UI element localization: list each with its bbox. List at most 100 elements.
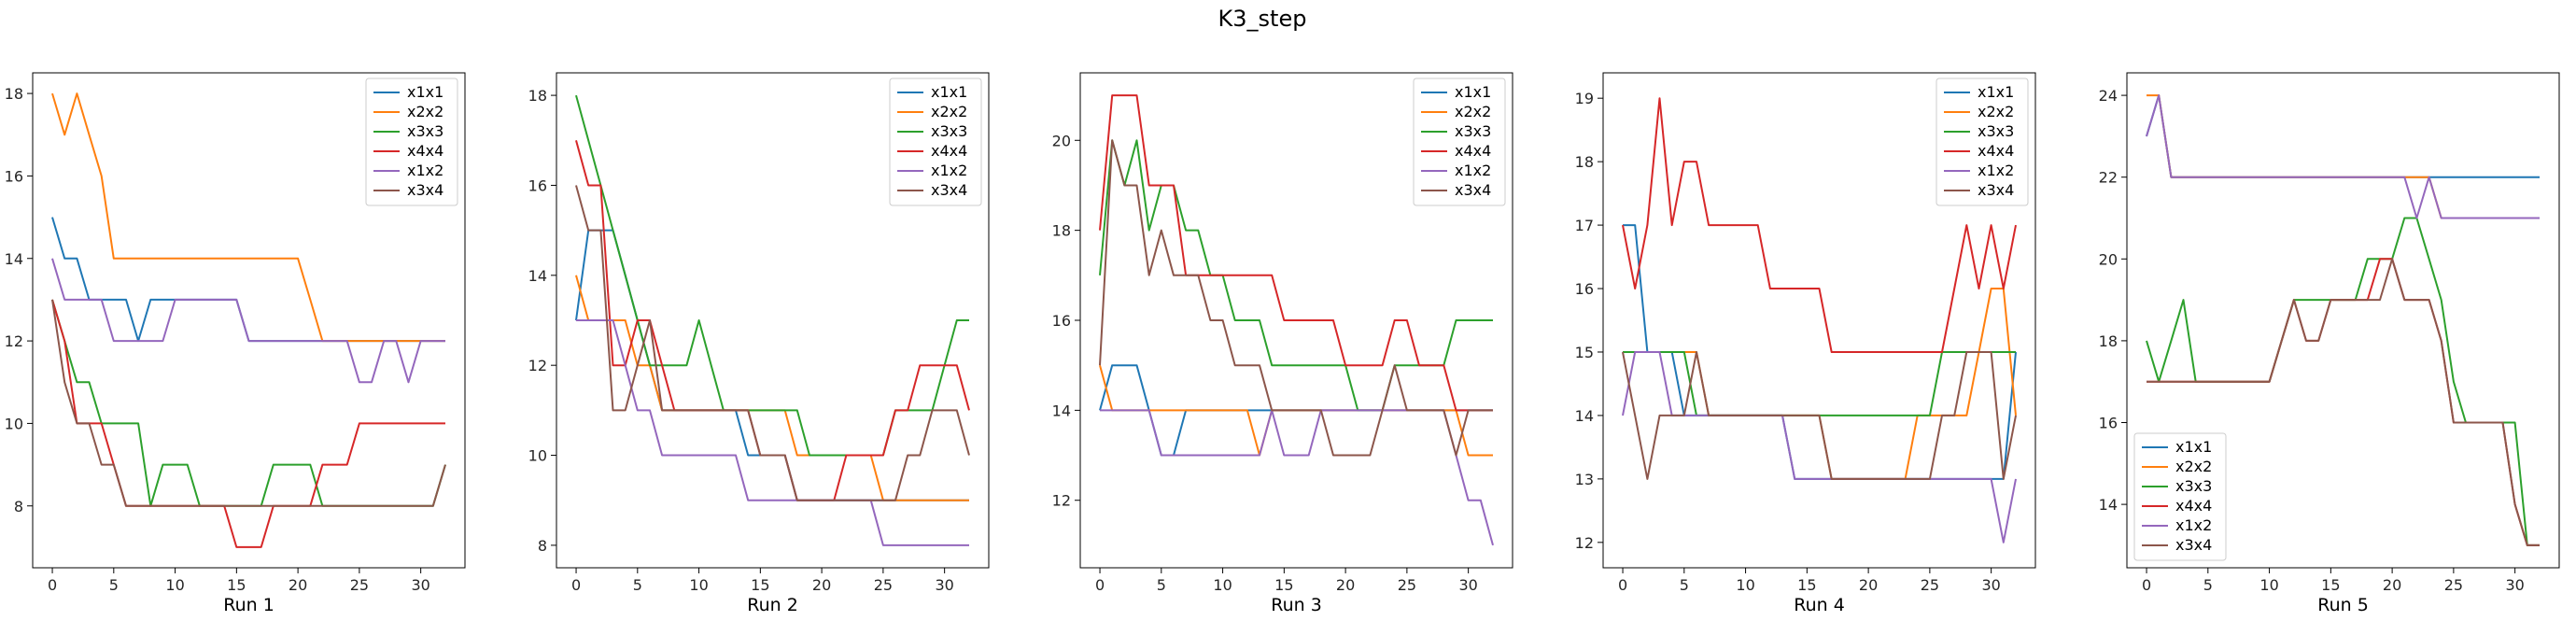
y-tick-label: 18 <box>5 85 23 103</box>
x-tick-label: 20 <box>812 576 831 594</box>
y-tick-label: 18 <box>2099 332 2118 350</box>
series-line-x1x2-run-1 <box>51 258 445 384</box>
legend-label-x2x2: x2x2 <box>931 103 967 120</box>
x-tick-label: 10 <box>1213 576 1232 594</box>
x-tick-label: 10 <box>2259 576 2278 594</box>
legend-label-x2x2: x2x2 <box>407 103 443 120</box>
y-tick-label: 12 <box>1575 534 1594 552</box>
x-tick-label: 10 <box>689 576 708 594</box>
x-tick-label: 25 <box>1398 576 1416 594</box>
legend-label-x4x4: x4x4 <box>1455 142 1491 160</box>
y-tick-label: 16 <box>1575 280 1594 298</box>
y-tick-label: 16 <box>2099 415 2118 432</box>
x-tick-label: 0 <box>2142 576 2151 594</box>
legend-label-x1x1: x1x1 <box>1978 83 2014 101</box>
series-line-x3x4-run-1 <box>51 299 446 507</box>
y-tick-label: 18 <box>1575 153 1594 171</box>
y-tick-label: 14 <box>5 250 23 268</box>
y-tick-label: 10 <box>5 415 23 432</box>
y-tick-label: 13 <box>1575 471 1594 488</box>
x-tick-label: 20 <box>1336 576 1355 594</box>
x-tick-label: 25 <box>2444 576 2463 594</box>
legend-box <box>2133 432 2227 561</box>
figure-title: K3_step <box>1218 6 1307 32</box>
x-tick-label: 20 <box>1859 576 1878 594</box>
x-tick-label: 15 <box>227 576 246 594</box>
x-tick-label: 0 <box>1095 576 1105 594</box>
x-axis-title-run-4: Run 4 <box>1794 595 1845 615</box>
x-tick-label: 25 <box>1921 576 1939 594</box>
x-tick-label: 5 <box>109 576 119 594</box>
x-tick-label: 30 <box>411 576 429 594</box>
x-tick-label: 20 <box>289 576 307 594</box>
legend-label-x3x3: x3x3 <box>1455 122 1491 140</box>
x-tick-label: 0 <box>571 576 581 594</box>
legend-label-x2x2: x2x2 <box>2175 458 2212 475</box>
series-line-x2x2-run-1 <box>51 92 445 343</box>
x-tick-label: 30 <box>935 576 953 594</box>
chart-panel-run-2: 0 5 10 15 20 25 30 8 10 12 14 16 18 Run 2 x1x1 x2x2 x3x3… <box>528 72 990 615</box>
series-line-x4x4-run-3 <box>1099 94 1493 412</box>
y-tick-label: 8 <box>538 537 547 555</box>
y-tick-label: 10 <box>528 447 547 465</box>
x-tick-label: 30 <box>1458 576 1477 594</box>
x-axis-title-run-1: Run 1 <box>223 595 274 615</box>
legend-label-x2x2: x2x2 <box>1455 103 1491 120</box>
y-tick-label: 16 <box>5 167 23 185</box>
x-tick-label: 5 <box>1680 576 1689 594</box>
legend-label-x1x1: x1x1 <box>931 83 967 101</box>
series-line-x3x4-run-2 <box>575 185 970 501</box>
legend-label-x3x3: x3x3 <box>407 122 443 140</box>
y-tick-label: 20 <box>1052 132 1071 149</box>
y-tick-label: 12 <box>1052 492 1071 510</box>
legend-label-x1x2: x1x2 <box>1455 162 1491 179</box>
legend-run-3: x1x1 x2x2 x3x3 x4x4 x1x2 x3x4 <box>1413 78 1506 206</box>
y-tick-label: 12 <box>5 332 23 350</box>
y-tick-label: 16 <box>1052 312 1071 330</box>
legend-run-1: x1x1 x2x2 x3x3 x4x4 x1x2 x3x4 <box>365 78 458 206</box>
series-line-x4x4-run-4 <box>1622 97 2017 353</box>
legend-box <box>1413 78 1506 206</box>
y-tick-label: 19 <box>1575 90 1594 107</box>
x-tick-label: 25 <box>350 576 369 594</box>
legend-label-x1x1: x1x1 <box>407 83 443 101</box>
x-tick-label: 30 <box>1981 576 2000 594</box>
x-tick-label: 10 <box>1736 576 1754 594</box>
y-tick-label: 22 <box>2099 169 2118 187</box>
legend-label-x1x2: x1x2 <box>2175 516 2212 534</box>
series-line-x1x2-run-5 <box>2146 94 2540 219</box>
legend-label-x3x4: x3x4 <box>931 181 967 199</box>
axes-frame-run-5 <box>2126 72 2560 569</box>
y-tick-label: 16 <box>528 176 547 194</box>
series-line-x3x4-run-4 <box>1622 351 2017 480</box>
y-tick-label: 20 <box>2099 250 2118 268</box>
legend-label-x1x2: x1x2 <box>931 162 967 179</box>
x-tick-label: 10 <box>165 576 184 594</box>
x-tick-label: 20 <box>2383 576 2401 594</box>
y-tick-label: 14 <box>1052 402 1071 419</box>
chart-panel-run-4: 0 5 10 15 20 25 30 12 13 14 15 16 17 18 19 Run 4 x1x1 x2x… <box>1575 72 2036 615</box>
x-tick-label: 15 <box>751 576 769 594</box>
x-tick-label: 0 <box>1618 576 1627 594</box>
series-line-x1x2-run-4 <box>1622 351 2017 543</box>
legend-label-x3x4: x3x4 <box>1978 181 2014 199</box>
chart-panel-run-1: 0 5 10 15 20 25 30 8 10 12 14 16 18 Run 1 x1x1 x2x2 x3x3… <box>5 72 466 615</box>
x-axis-title-run-3: Run 3 <box>1271 595 1322 615</box>
x-tick-label: 5 <box>2203 576 2213 594</box>
x-axis-title-run-5: Run 5 <box>2317 595 2369 615</box>
legend-label-x3x3: x3x3 <box>2175 477 2212 495</box>
legend-label-x3x3: x3x3 <box>931 122 967 140</box>
legend-label-x4x4: x4x4 <box>1978 142 2014 160</box>
legend-label-x4x4: x4x4 <box>931 142 967 160</box>
legend-label-x3x4: x3x4 <box>407 181 443 199</box>
legend-box <box>365 78 458 206</box>
legend-label-x3x4: x3x4 <box>2175 536 2212 554</box>
y-tick-label: 18 <box>1052 222 1071 240</box>
legend-box <box>1936 78 2029 206</box>
legend-run-4: x1x1 x2x2 x3x3 x4x4 x1x2 x3x4 <box>1936 78 2029 206</box>
legend-label-x3x4: x3x4 <box>1455 181 1491 199</box>
legend-box <box>889 78 982 206</box>
y-tick-label: 14 <box>1575 407 1594 425</box>
